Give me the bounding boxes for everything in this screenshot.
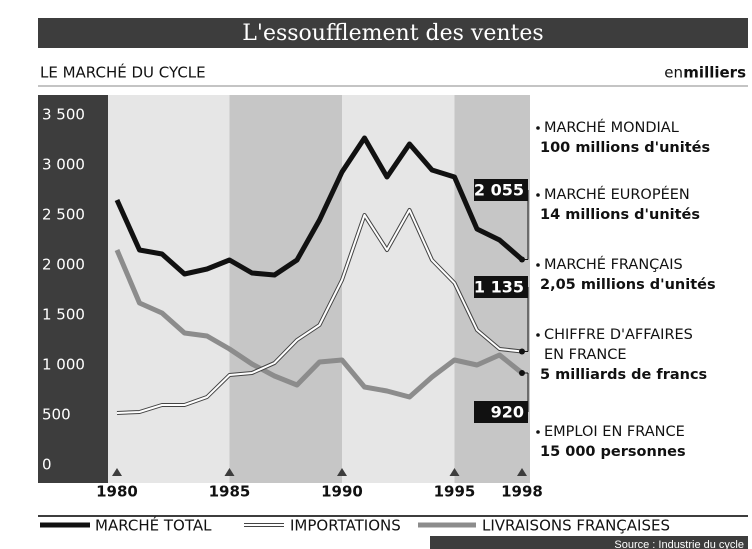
- chart-title: L'essoufflement des ventes: [242, 21, 543, 46]
- annotation-bullet: [536, 333, 540, 337]
- subtitle: LE MARCHÉ DU CYCLE: [40, 63, 206, 82]
- annotation-detail: 14 millions d'unités: [540, 207, 700, 223]
- annotation-bullet: [536, 430, 540, 434]
- x-tick-mark: [337, 468, 347, 476]
- annotation-bullet: [536, 263, 540, 267]
- value-label: 2 055: [474, 181, 524, 200]
- y-tick-label: 3 000: [42, 156, 85, 174]
- annotation-title: MARCHÉ EUROPÉEN: [544, 186, 690, 203]
- series-line: [114, 249, 524, 400]
- value-label: 920: [491, 403, 524, 422]
- value-label-box: [474, 179, 528, 201]
- legend-label: IMPORTATIONS: [290, 517, 401, 535]
- annotation-title: MARCHÉ MONDIAL: [544, 119, 679, 136]
- x-tick-mark: [112, 468, 122, 476]
- annotation-detail: 2,05 millions d'unités: [540, 277, 716, 293]
- annotation-title: CHIFFRE D'AFFAIRES: [544, 327, 693, 343]
- annotation-title: MARCHÉ FRANÇAIS: [544, 256, 683, 273]
- x-tick-mark: [224, 468, 235, 476]
- x-tick-label: 1990: [321, 483, 363, 501]
- annotation-detail: 5 milliards de francs: [540, 367, 707, 383]
- source-bar: [430, 536, 748, 549]
- title-bar: [38, 18, 748, 48]
- y-tick-label: 2 000: [42, 256, 85, 274]
- x-tick-label: 1995: [434, 483, 476, 501]
- y-tick-label: 2 500: [42, 206, 85, 224]
- end-point: [519, 256, 525, 263]
- y-tick-label: 1 000: [42, 356, 85, 374]
- end-point: [519, 370, 525, 376]
- annotation-bullet: [536, 193, 540, 197]
- x-tick-mark: [449, 468, 460, 476]
- x-tick-label: 1998: [501, 483, 543, 501]
- shaded-period: [229, 95, 342, 483]
- annotation-detail: 100 millions d'unités: [540, 140, 710, 156]
- source: Source : Industrie du cycle: [614, 539, 744, 549]
- value-label-box: [474, 401, 528, 423]
- y-tick-label: 1 500: [42, 306, 85, 324]
- x-tick-label: 1980: [96, 483, 138, 501]
- x-tick-mark: [517, 468, 527, 476]
- unit-prefix: en: [664, 64, 683, 82]
- y-tick-label: 3 500: [42, 106, 85, 124]
- legend-label: LIVRAISONS FRANÇAISES: [482, 517, 670, 535]
- y-tick-label: 500: [42, 406, 71, 424]
- unit: milliers: [683, 64, 746, 82]
- value-label-box: [474, 276, 528, 298]
- legend-rule: [38, 515, 748, 517]
- annotation-title: EN FRANCE: [544, 347, 627, 363]
- annotation-bullet: [536, 126, 540, 130]
- series-line: [116, 209, 523, 414]
- y-axis-panel: [38, 95, 108, 483]
- end-point: [519, 348, 525, 355]
- annotation-title: EMPLOI EN FRANCE: [544, 424, 685, 440]
- annotation-detail: 15 000 personnes: [540, 444, 686, 460]
- value-label: 1 135: [474, 278, 524, 297]
- x-tick-label: 1985: [209, 483, 251, 501]
- y-tick-label: 0: [42, 456, 52, 474]
- legend-label: MARCHÉ TOTAL: [95, 516, 212, 535]
- series-line: [114, 135, 524, 278]
